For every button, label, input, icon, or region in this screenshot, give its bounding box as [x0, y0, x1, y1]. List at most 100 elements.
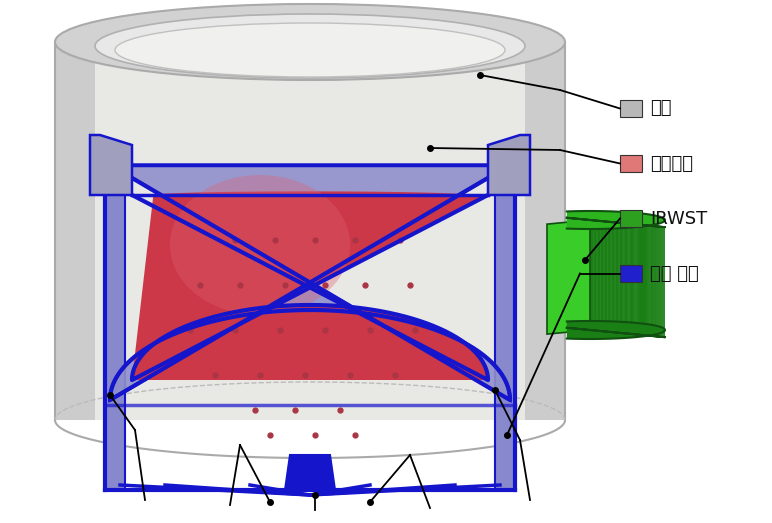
Polygon shape [641, 225, 642, 335]
Polygon shape [613, 222, 615, 332]
Polygon shape [599, 221, 601, 331]
Polygon shape [592, 220, 594, 331]
Polygon shape [581, 219, 582, 329]
Text: 외벽: 외벽 [650, 99, 672, 118]
Polygon shape [640, 225, 641, 335]
Polygon shape [630, 224, 631, 334]
Polygon shape [572, 218, 574, 328]
Polygon shape [577, 219, 578, 329]
Bar [620, 100, 642, 117]
Polygon shape [574, 219, 575, 328]
Polygon shape [649, 226, 650, 336]
Polygon shape [617, 223, 618, 333]
Polygon shape [568, 218, 570, 328]
Polygon shape [652, 226, 653, 336]
Polygon shape [618, 223, 620, 333]
Polygon shape [613, 222, 615, 332]
Polygon shape [582, 219, 584, 329]
Bar [620, 210, 642, 227]
Polygon shape [626, 223, 627, 334]
Polygon shape [615, 222, 617, 333]
Polygon shape [647, 225, 648, 336]
Polygon shape [132, 191, 488, 380]
Polygon shape [622, 223, 624, 333]
Ellipse shape [170, 175, 350, 315]
Polygon shape [631, 224, 632, 334]
Polygon shape [646, 225, 647, 335]
Polygon shape [645, 225, 646, 335]
Polygon shape [626, 223, 627, 334]
Polygon shape [609, 222, 610, 332]
Polygon shape [624, 223, 625, 333]
Ellipse shape [95, 14, 525, 78]
Polygon shape [602, 221, 603, 331]
Polygon shape [633, 224, 635, 334]
Polygon shape [488, 135, 530, 195]
Polygon shape [95, 46, 525, 420]
Bar [620, 155, 642, 172]
Polygon shape [652, 226, 653, 336]
Polygon shape [644, 225, 645, 335]
Polygon shape [587, 220, 589, 330]
Polygon shape [633, 224, 635, 334]
Polygon shape [575, 219, 577, 328]
Polygon shape [625, 223, 626, 334]
Polygon shape [603, 221, 604, 332]
Polygon shape [495, 165, 515, 490]
Bar [620, 265, 642, 282]
Polygon shape [609, 222, 610, 332]
Polygon shape [570, 218, 571, 328]
Polygon shape [603, 221, 604, 332]
Polygon shape [650, 226, 652, 336]
Polygon shape [644, 225, 645, 335]
Polygon shape [642, 225, 643, 335]
Polygon shape [627, 223, 628, 334]
Polygon shape [637, 224, 638, 335]
Polygon shape [645, 225, 646, 335]
Polygon shape [599, 221, 601, 331]
Polygon shape [598, 221, 599, 331]
Polygon shape [608, 222, 609, 332]
Polygon shape [110, 165, 510, 400]
Polygon shape [567, 218, 568, 328]
Polygon shape [582, 219, 584, 329]
Text: 냉각 쇼널: 냉각 쇼널 [650, 265, 699, 282]
Polygon shape [601, 221, 602, 331]
Polygon shape [622, 223, 624, 333]
Polygon shape [650, 226, 652, 336]
Polygon shape [610, 222, 611, 332]
Ellipse shape [55, 4, 565, 80]
Polygon shape [625, 223, 626, 334]
Polygon shape [578, 219, 579, 329]
Polygon shape [648, 225, 649, 336]
Polygon shape [581, 219, 582, 329]
Polygon shape [608, 222, 609, 332]
Polygon shape [568, 218, 570, 328]
Polygon shape [587, 220, 589, 330]
Polygon shape [572, 218, 574, 328]
Polygon shape [604, 221, 606, 332]
Polygon shape [649, 226, 650, 336]
Polygon shape [596, 221, 598, 331]
Polygon shape [570, 218, 571, 328]
Polygon shape [601, 221, 602, 331]
Ellipse shape [115, 23, 505, 77]
Polygon shape [635, 224, 637, 335]
Polygon shape [618, 223, 620, 333]
Polygon shape [594, 220, 595, 331]
Polygon shape [596, 221, 598, 331]
Polygon shape [617, 223, 618, 333]
Polygon shape [589, 220, 591, 330]
Polygon shape [595, 221, 596, 331]
Polygon shape [627, 223, 628, 334]
Polygon shape [586, 220, 587, 330]
Polygon shape [578, 219, 579, 329]
Polygon shape [606, 222, 608, 332]
Polygon shape [594, 220, 595, 331]
Polygon shape [285, 455, 335, 490]
Polygon shape [637, 224, 638, 335]
Polygon shape [643, 225, 644, 335]
Polygon shape [567, 218, 568, 328]
Polygon shape [598, 221, 599, 331]
Text: 코어캐쳌: 코어캐쳌 [650, 154, 693, 173]
